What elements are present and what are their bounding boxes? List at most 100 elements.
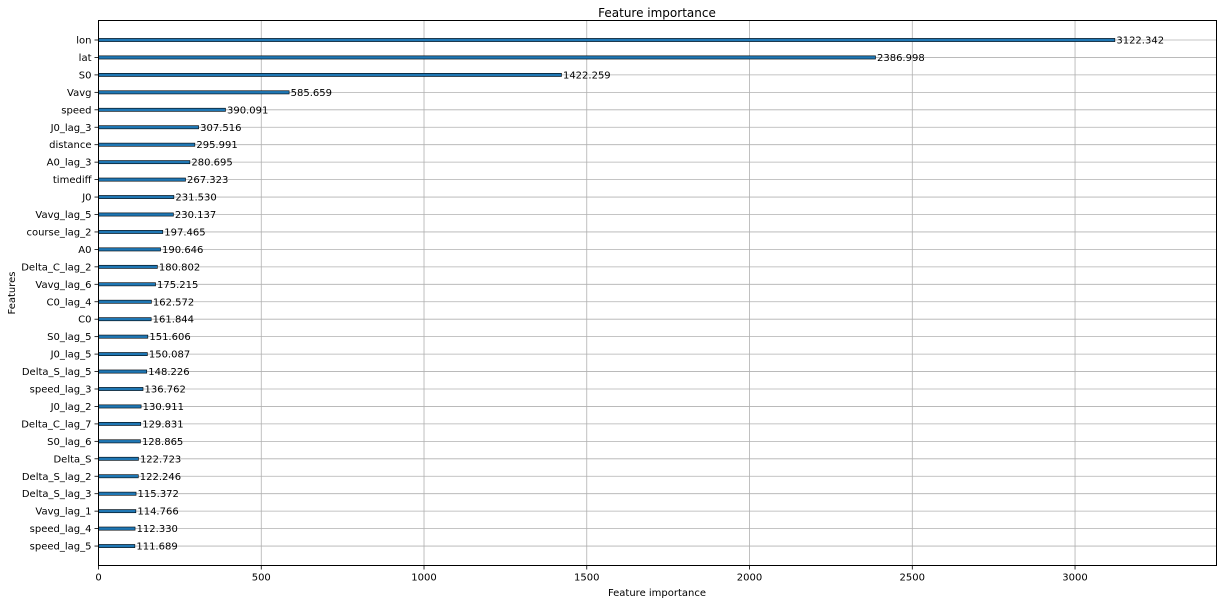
value-label: 230.137 [175,210,216,221]
value-label: 114.766 [137,507,178,518]
value-label: 267.323 [187,175,228,186]
value-label: 111.689 [136,542,177,553]
y-tick-label: J0_lag_3 [50,123,92,134]
y-tick-label: Delta_S_lag_3 [22,489,92,500]
value-label: 151.606 [149,332,190,343]
value-label: 148.226 [148,367,189,378]
label-layer: 0 500 1000 1500 2000 2500 3000 lon 3122.342 lat 23… [21,36,1164,584]
y-axis-label: Features [7,272,18,315]
x-tick-label: 2000 [737,573,762,584]
y-tick-label: speed_lag_5 [30,542,92,553]
y-tick-label: Vavg [67,88,91,99]
value-label: 231.530 [175,193,216,204]
bar [98,387,144,391]
chart-title: Feature importance [598,6,716,20]
y-tick-label: speed [61,105,91,116]
y-tick-label: Vavg_lag_1 [35,507,91,518]
y-tick-label: lon [76,36,91,47]
y-tick-label: Delta_S_lag_5 [22,367,92,378]
value-label: 130.911 [143,402,184,413]
y-tick-label: Delta_C_lag_7 [21,419,91,430]
bar [98,474,139,479]
bar [98,439,141,444]
bar [98,369,148,374]
bar [98,142,196,147]
value-label: 280.695 [191,158,232,169]
bar [98,125,199,130]
bar [98,55,876,60]
y-tick-label: Vavg_lag_6 [35,280,91,291]
bar [98,195,175,199]
bar [98,491,137,496]
bar [98,526,136,531]
bar [98,212,174,217]
y-tick-label: distance [49,140,91,151]
bar [98,90,290,95]
y-tick-label: S0_lag_6 [47,437,91,448]
bar [98,73,562,77]
value-label: 3122.342 [1116,36,1164,47]
value-label: 129.831 [142,419,183,430]
value-label: 307.516 [200,123,241,134]
bar [98,160,191,165]
bar [98,509,137,514]
y-tick-label: speed_lag_3 [30,385,92,396]
bar [98,404,142,409]
bar [98,421,142,426]
value-label: 390.091 [227,105,268,116]
bar [98,107,226,112]
value-label: 150.087 [149,350,190,361]
x-tick-label: 3000 [1062,573,1087,584]
x-tick-label: 1500 [574,573,599,584]
bar [98,317,152,322]
value-label: 197.465 [164,227,205,238]
bar [98,299,152,304]
bar [98,264,158,269]
value-label: 190.646 [162,245,203,256]
y-tick-label: A0 [78,245,91,256]
bar [98,282,156,287]
y-tick-label: Delta_S [53,454,91,465]
y-tick-label: C0 [78,315,91,326]
value-label: 115.372 [138,489,179,500]
x-tick-label: 500 [252,573,271,584]
x-tick-label: 1000 [411,573,436,584]
y-tick-label: timediff [53,175,93,186]
value-label: 585.659 [291,88,332,99]
x-axis-label: Feature importance [608,588,706,599]
value-label: 162.572 [153,297,194,308]
bar [98,247,161,252]
value-label: 122.246 [140,472,181,483]
value-label: 295.991 [196,140,237,151]
bar [98,456,139,461]
bar [98,38,1116,42]
y-tick-label: Delta_S_lag_2 [22,472,92,483]
y-tick-label: S0_lag_5 [47,332,91,343]
x-tick-label: 0 [95,573,101,584]
y-tick-label: Delta_C_lag_2 [21,262,91,273]
value-label: 122.723 [140,454,181,465]
bar [98,544,136,548]
y-tick-label: S0 [79,70,92,81]
bar [98,177,186,182]
y-tick-label: J0_lag_2 [50,402,92,413]
y-tick-label: course_lag_2 [26,227,91,238]
value-label: 161.844 [153,315,194,326]
value-label: 136.762 [145,385,186,396]
bar [98,334,149,339]
value-label: 1422.259 [563,70,611,81]
y-tick-label: A0_lag_3 [47,158,92,169]
value-label: 175.215 [157,280,198,291]
y-tick-label: C0_lag_4 [47,297,92,308]
value-label: 2386.998 [877,53,925,64]
plot-frame [98,20,1217,566]
value-label: 128.865 [142,437,183,448]
grid-layer [94,20,1217,570]
x-tick-label: 2500 [900,573,925,584]
value-label: 180.802 [159,262,200,273]
y-tick-label: lat [79,53,92,64]
value-label: 112.330 [137,524,178,535]
y-tick-label: J0 [81,193,91,204]
